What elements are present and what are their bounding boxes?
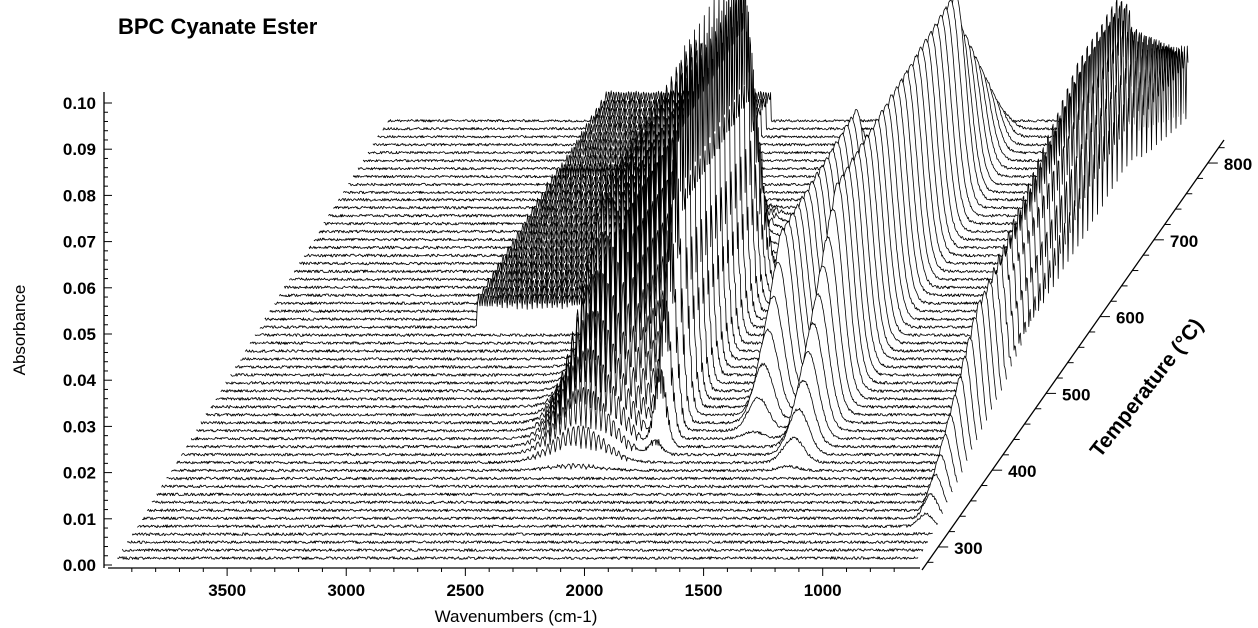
- temperature-tick-label: 500: [1062, 385, 1090, 404]
- spectrum-line: [156, 433, 958, 497]
- spectrum-line: [137, 512, 938, 528]
- wavenumber-tick-label: 2000: [566, 581, 604, 600]
- spectrum-fill: [147, 434, 958, 504]
- temperature-tick-label: 400: [1008, 462, 1036, 481]
- spectrum-fill: [166, 356, 977, 472]
- chart-title: BPC Cyanate Ester: [118, 14, 318, 39]
- temperature-axis-line: [921, 139, 1225, 571]
- spectrum-fill: [127, 512, 938, 536]
- temperature-tick-label: 600: [1116, 309, 1144, 328]
- spectrum-fill: [122, 532, 933, 544]
- absorbance-tick-label: 0.02: [63, 464, 96, 483]
- absorbance-tick-label: 0.09: [63, 140, 96, 159]
- spectra-group: [108, 0, 1189, 567]
- absorbance-tick-label: 0.08: [63, 186, 96, 205]
- temperature-tick-label: 700: [1170, 232, 1198, 251]
- spectrum-line: [372, 42, 1174, 147]
- wavenumber-tick-label: 3500: [208, 581, 246, 600]
- wavenumber-tick-label: 1000: [804, 581, 842, 600]
- spectrum-fill: [142, 454, 953, 512]
- spectrum-line: [195, 213, 997, 433]
- spectrum-line: [367, 39, 1169, 155]
- spectrum-line: [382, 46, 1184, 131]
- spectrum-line: [387, 45, 1189, 123]
- spectrum-line: [377, 44, 1179, 139]
- spectrum-line: [176, 355, 978, 465]
- spectrum-fill: [152, 414, 963, 496]
- absorbance-tick-label: 0.06: [63, 279, 96, 298]
- temperature-tick-label: 800: [1224, 155, 1252, 174]
- absorbance-tick-label: 0.04: [63, 371, 97, 390]
- spectrum-line: [161, 413, 963, 489]
- wavenumber-tick-label: 3000: [327, 581, 365, 600]
- spectrum-line: [122, 548, 924, 552]
- spectrum-line: [151, 454, 953, 505]
- spectrum-line: [131, 532, 933, 536]
- wavenumber-axis-title: Wavenumbers (cm-1): [435, 607, 598, 626]
- spectrum-line: [127, 540, 929, 544]
- absorbance-tick-label: 0.03: [63, 417, 96, 436]
- spectrum-line: [171, 376, 973, 473]
- absorbance-tick-label: 0.00: [63, 556, 96, 575]
- spectrum-line: [117, 556, 919, 560]
- absorbance-tick-label: 0.10: [63, 94, 96, 113]
- absorbance-tick-label: 0.05: [63, 325, 96, 344]
- temperature-tick-label: 300: [954, 539, 982, 558]
- absorbance-axis-title: Absorbance: [10, 285, 29, 376]
- spectrum-line: [146, 473, 948, 513]
- wavenumber-tick-label: 2500: [446, 581, 484, 600]
- spectrum-fill: [117, 540, 928, 552]
- spectrum-line: [205, 63, 1007, 417]
- wavenumber-tick-label: 1500: [685, 581, 723, 600]
- spectrum-fill: [176, 317, 987, 456]
- spectrum-line: [210, 45, 1012, 409]
- spectrum-line: [166, 394, 968, 481]
- spectrum-line: [142, 493, 943, 520]
- absorbance-tick-label: 0.07: [63, 233, 96, 252]
- absorbance-tick-label: 0.01: [63, 510, 96, 529]
- spectrum-fill: [137, 474, 948, 520]
- spectrum-fill: [132, 493, 943, 528]
- spectrum-line: [190, 287, 992, 441]
- spectrum-line: [362, 37, 1164, 163]
- temperature-axis-title: Temperature (°C): [1086, 314, 1208, 461]
- spectrum-line: [186, 316, 988, 449]
- spectrum-line: [180, 336, 983, 457]
- spectrum-line: [200, 139, 1002, 425]
